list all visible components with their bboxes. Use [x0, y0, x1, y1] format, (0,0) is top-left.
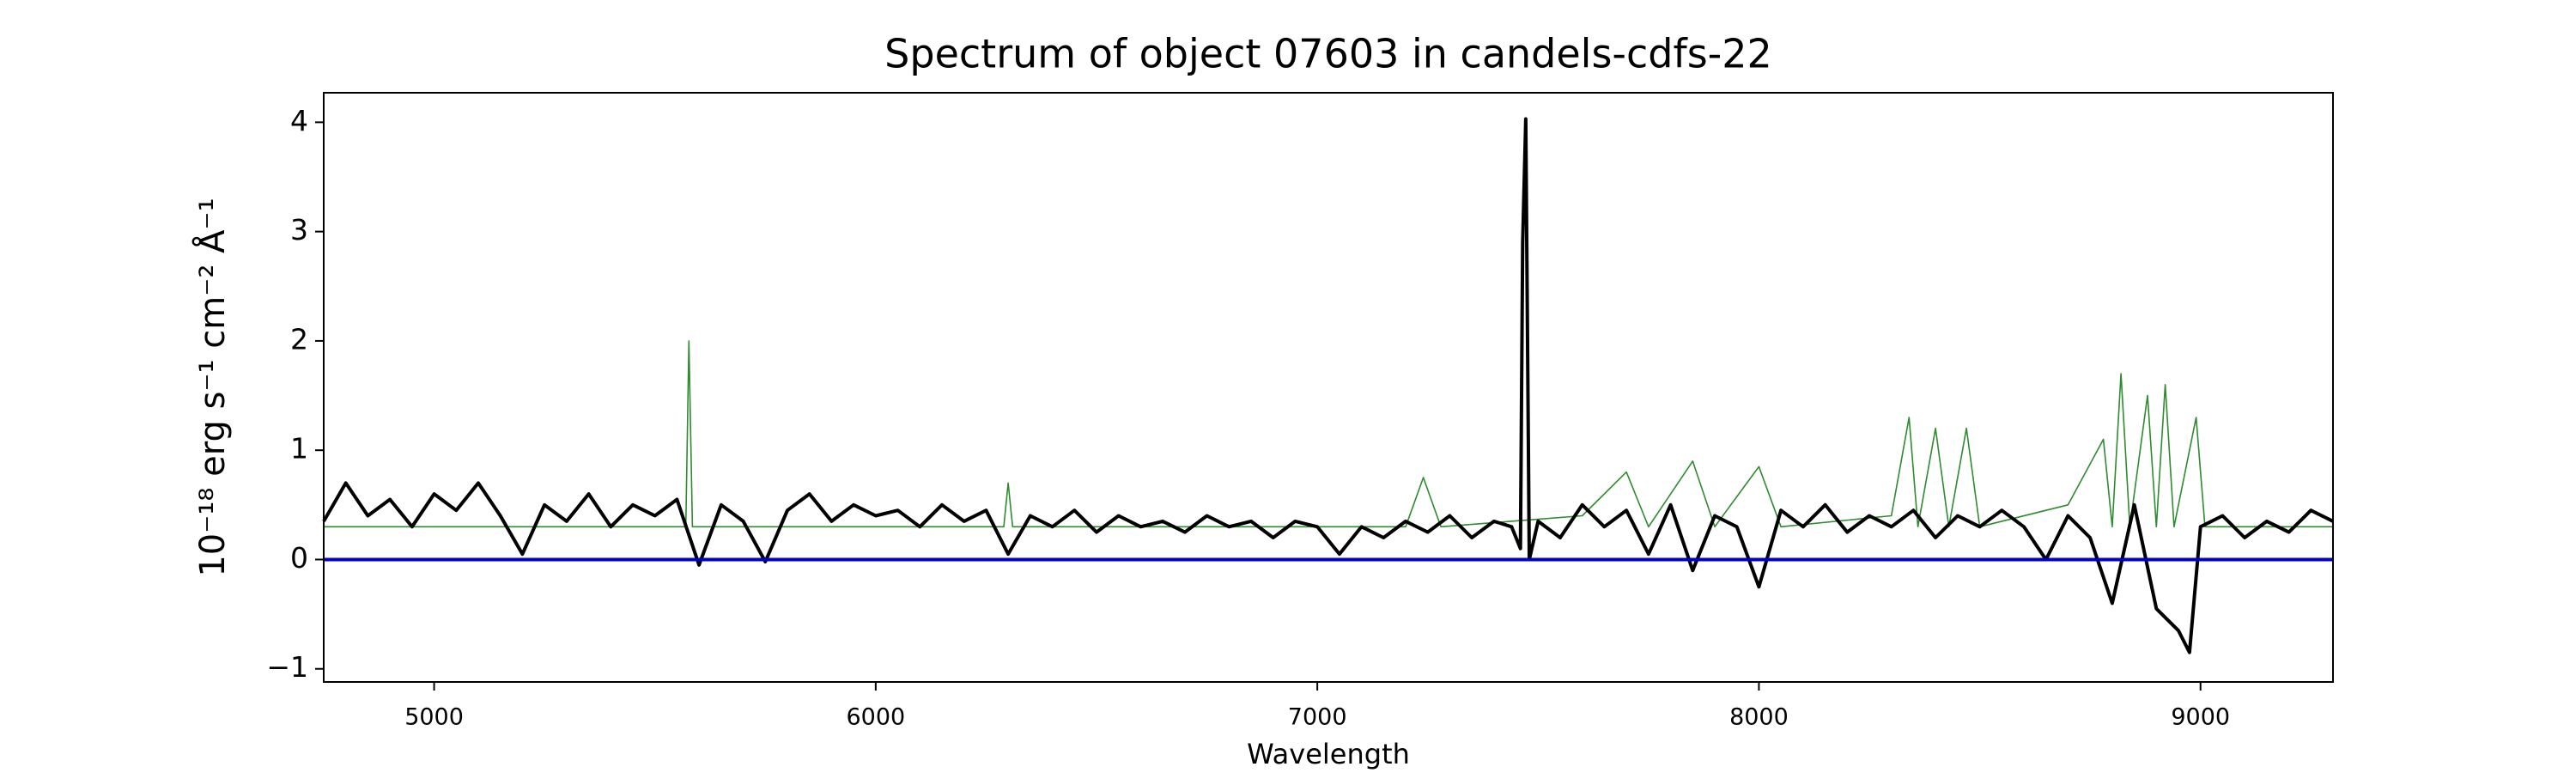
y-tick-label: 2 [290, 322, 308, 356]
x-tick-label: 8000 [1729, 704, 1789, 731]
plot-frame [323, 92, 2334, 683]
x-axis-label: Wavelength [1247, 738, 1410, 770]
x-tick-label: 9000 [2171, 704, 2230, 731]
y-axis-label: 10⁻¹⁸ erg s⁻¹ cm⁻² Å⁻¹ [191, 198, 233, 576]
spectrum-line [324, 340, 2333, 528]
x-tick-label: 7000 [1288, 704, 1347, 731]
x-tick-label: 5000 [404, 704, 464, 731]
chart-title: Spectrum of object 07603 in candels-cdfs… [884, 31, 1772, 77]
y-tick-label: 3 [290, 213, 308, 247]
y-tick-label: 0 [290, 541, 308, 575]
y-tick-label: −1 [266, 650, 308, 684]
y-tick-label: 1 [290, 432, 308, 466]
spectrum-line [322, 117, 2334, 654]
x-tick-label: 6000 [846, 704, 905, 731]
y-tick-label: 4 [290, 104, 308, 137]
